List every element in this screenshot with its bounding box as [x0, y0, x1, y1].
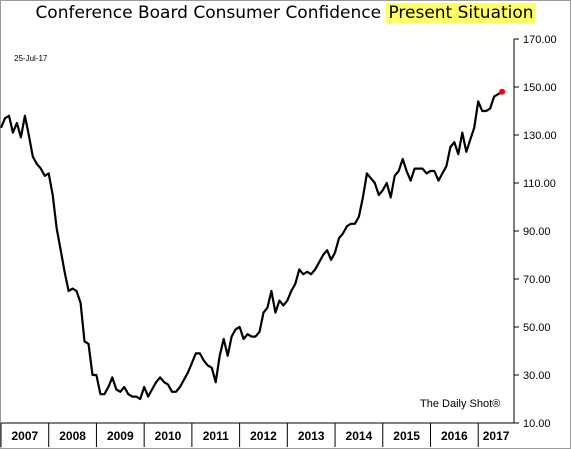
x-tick-label: 2014	[346, 429, 373, 443]
x-tick-label: 2008	[59, 429, 86, 443]
chart-title-main: Conference Board Consumer Confidence	[35, 3, 387, 23]
x-tick-label: 2012	[250, 429, 277, 443]
x-tick-label: 2009	[107, 429, 134, 443]
x-tick-label: 2017	[483, 429, 510, 443]
y-tick-label: 90.00	[523, 226, 551, 238]
date-label: 25-Jul-17	[14, 54, 48, 63]
y-tick-label: 10.00	[523, 418, 551, 430]
y-tick-label: 130.00	[523, 130, 557, 142]
x-tick-label: 2010	[155, 429, 182, 443]
y-tick-label: 150.00	[523, 82, 557, 94]
x-tick-label: 2011	[203, 429, 229, 443]
y-tick-label: 110.00	[523, 178, 556, 190]
x-tick-label: 2007	[12, 429, 39, 443]
x-tick-label: 2016	[441, 429, 468, 443]
x-tick-label: 2015	[393, 429, 420, 443]
last-point-marker	[499, 88, 506, 95]
source-label: The Daily Shot®	[420, 398, 501, 410]
chart-title-highlight: Present Situation	[386, 3, 536, 23]
chart-title: Conference Board Consumer Confidence Pre…	[0, 3, 571, 23]
series-line	[0, 90, 503, 401]
y-tick-label: 70.00	[523, 274, 551, 286]
x-tick-label: 2013	[298, 429, 325, 443]
y-tick-label: 170.00	[523, 34, 557, 46]
y-tick-label: 30.00	[523, 370, 551, 382]
y-tick-label: 50.00	[523, 322, 551, 334]
